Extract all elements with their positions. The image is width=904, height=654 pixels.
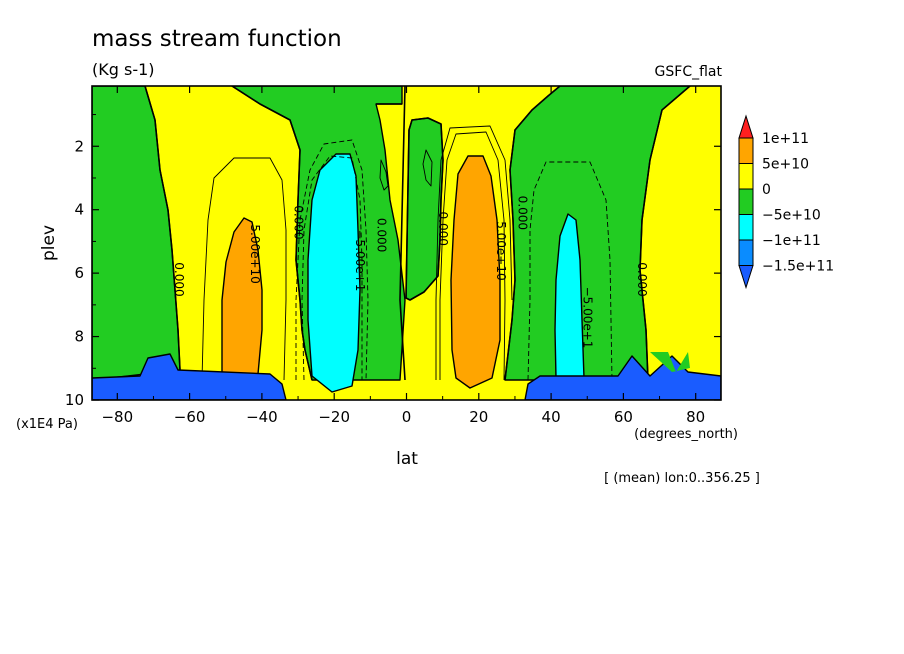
region-negative-south-cell	[307, 153, 361, 393]
contour-label: 0.000	[436, 212, 450, 246]
colorbar-swatch	[738, 114, 754, 139]
y-tick-label: 10	[65, 391, 84, 409]
region-positive-north-cell	[450, 155, 501, 389]
x-tick-label: 20	[469, 408, 488, 426]
colorbar-swatch	[738, 188, 754, 215]
contour-label: −5.00e+1	[353, 230, 367, 292]
colorbar-swatch	[738, 137, 754, 164]
region-surface-south	[92, 353, 287, 400]
x-tick-label: 40	[542, 408, 561, 426]
contour-label: 0.000	[172, 262, 186, 296]
colorbar: 1e+11 5e+10 0 −5e+10 −1e+11 −1.5e+11	[738, 114, 834, 290]
x-axis: −80 −60 −40 −20 0 20 40 60 80	[101, 86, 705, 426]
contour-plot-area: 0.000 5.00e+10 0.000 −5.00e+1 0.000 0.000 5.00…	[91, 85, 722, 401]
dataset-label: GSFC_flat	[655, 64, 723, 80]
x-tick-label: −20	[318, 408, 350, 426]
x-tick-label: 0	[402, 408, 412, 426]
contour-label: 0.000	[375, 218, 389, 252]
y-axis-label: plev	[39, 225, 59, 261]
x-tick-label: −80	[101, 408, 133, 426]
colorbar-label: 1e+11	[762, 131, 809, 147]
y-tick-label: 6	[74, 264, 84, 282]
x-tick-label: −60	[174, 408, 206, 426]
y-axis: 2 4 6 8 10	[65, 114, 721, 409]
colorbar-label: −5e+10	[762, 208, 821, 224]
chart-title: mass stream function	[92, 26, 342, 52]
colorbar-swatch	[738, 239, 754, 266]
region-negative-north-cell	[554, 213, 585, 379]
colorbar-label: −1.5e+11	[762, 259, 834, 275]
x-axis-units: (degrees_north)	[634, 427, 738, 442]
colorbar-label: 5e+10	[762, 157, 809, 173]
colorbar-swatch	[738, 214, 754, 241]
x-tick-label: 80	[686, 408, 705, 426]
y-tick-label: 4	[74, 201, 84, 219]
contour-label: −5.00e+1	[581, 287, 595, 349]
colorbar-swatch	[738, 265, 754, 290]
contour-label: 0.000	[291, 205, 305, 239]
x-tick-label: −40	[246, 408, 278, 426]
colorbar-label: 0	[762, 182, 771, 198]
contour-label: 0.000	[635, 262, 649, 296]
y-tick-label: 2	[74, 137, 84, 155]
region-positive-south-cell	[221, 217, 263, 375]
y-tick-label: 8	[74, 328, 84, 346]
contour-label: 5.00e+10	[494, 221, 508, 280]
contour-label: 5.00e+10	[248, 224, 262, 283]
colorbar-swatch	[738, 163, 754, 190]
y-axis-units: (x1E4 Pa)	[16, 417, 78, 432]
x-axis-label: lat	[396, 449, 418, 469]
averaging-note: [ (mean) lon:0..356.25 ]	[604, 471, 760, 486]
x-tick-label: 60	[614, 408, 633, 426]
colorbar-label: −1e+11	[762, 233, 821, 249]
chart-units: (Kg s-1)	[92, 60, 155, 79]
contour-label: 0.000	[516, 196, 530, 230]
